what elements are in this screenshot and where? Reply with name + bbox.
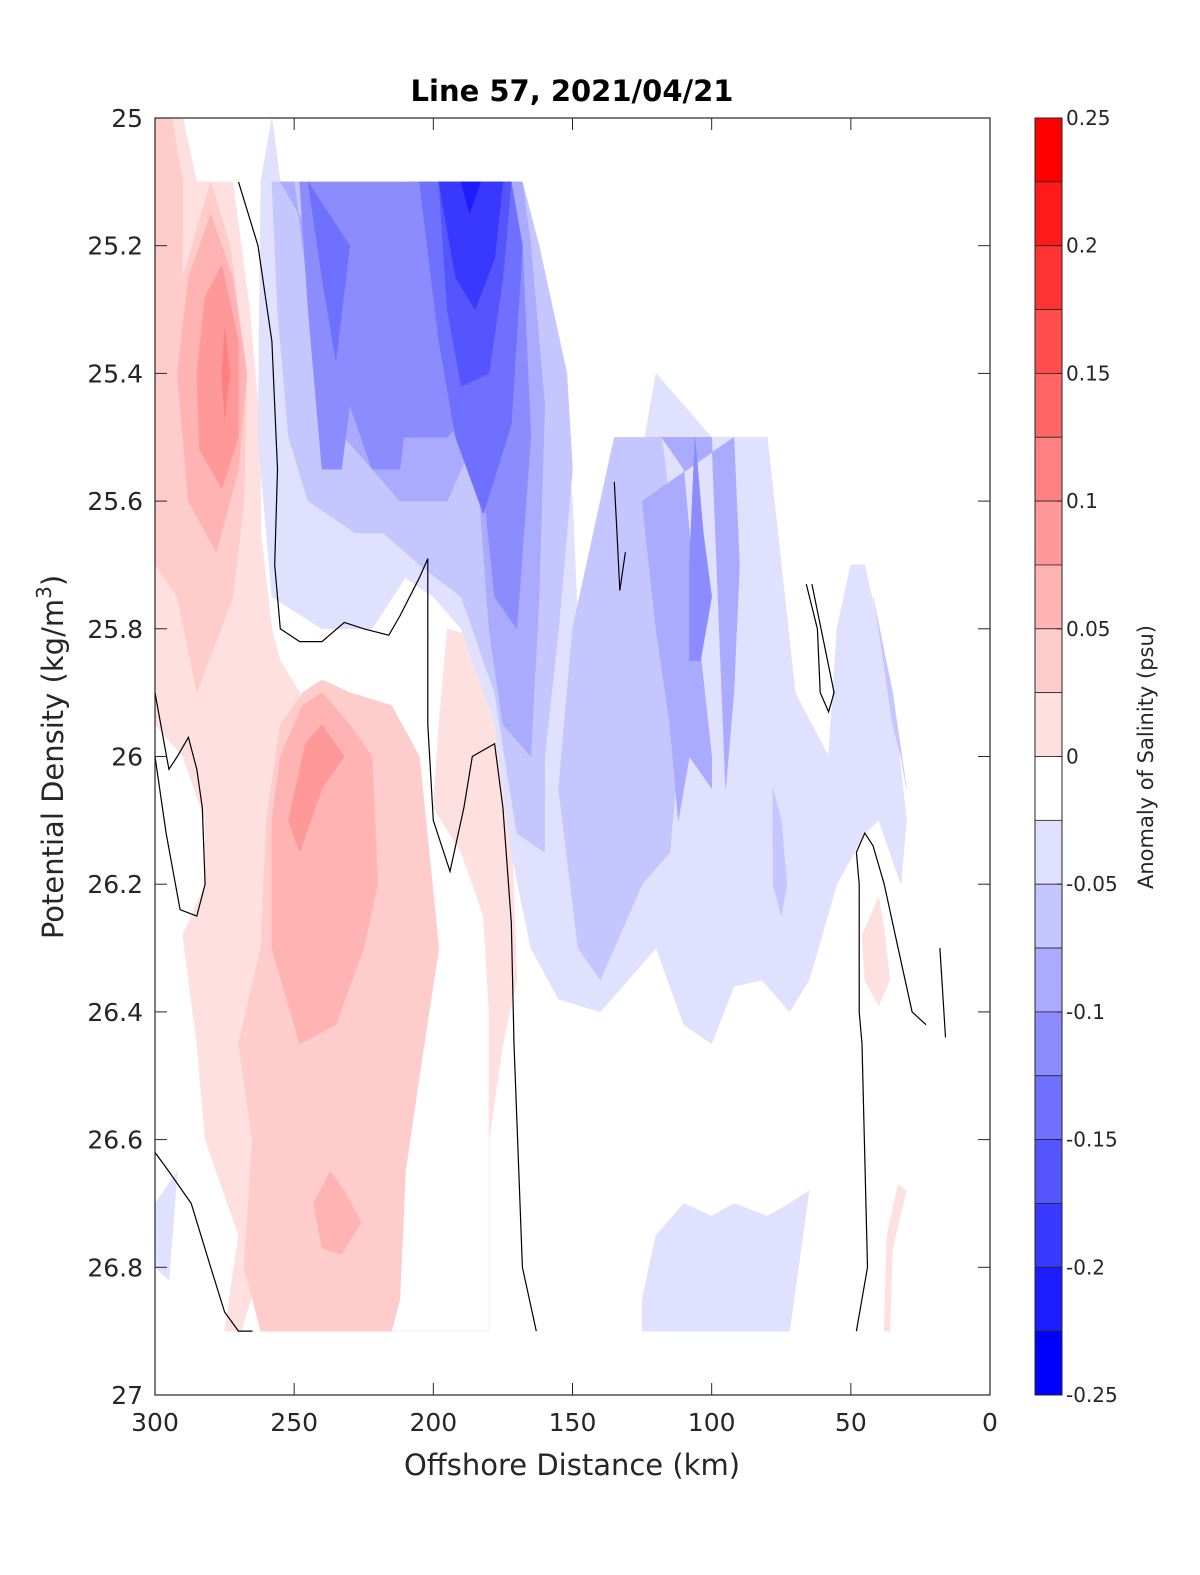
- contour-region: [460, 181, 482, 215]
- colorbar-cell: [1034, 436, 1063, 502]
- colorbar-tick-label: -0.25: [1066, 1383, 1118, 1407]
- x-tick-label: 0: [982, 1408, 998, 1437]
- zero-contour-line: [613, 481, 626, 591]
- colorbar: 0.25 0.2 0.15 0.1 0.05 0 -0.05 -0.1 -0.15 -0.2 -0.…: [1034, 106, 1158, 1407]
- contour-region: [221, 328, 231, 419]
- contour-region: [883, 1183, 907, 1332]
- zero-contour-line: [939, 948, 947, 1038]
- colorbar-cell: [1034, 819, 1063, 885]
- y-tick-label: 25.4: [87, 359, 143, 388]
- y-tick-label: 26.6: [87, 1126, 143, 1155]
- colorbar-cell: [1034, 500, 1063, 566]
- x-tick-labels: 300 250 200 150 100 50 0: [131, 1408, 998, 1437]
- contour-region: [872, 596, 907, 789]
- colorbar-tick-labels: 0.25 0.2 0.15 0.1 0.05 0 -0.05 -0.1 -0.15 -0.2 -0.…: [1057, 106, 1118, 1407]
- y-tick-labels: 25 25.2 25.4 25.6 25.8 26 26.2 26.4 26.6 26.8 27: [87, 104, 143, 1410]
- contour-region: [313, 1171, 362, 1255]
- x-tick-label: 100: [688, 1408, 736, 1437]
- colorbar-tick-label: -0.1: [1066, 1000, 1105, 1024]
- colorbar-label: Anomaly of Salinity (psu): [1134, 625, 1158, 889]
- axis-ticks: [154, 117, 991, 1396]
- contour-region: [288, 724, 345, 854]
- y-tick-label: 26.2: [87, 870, 143, 899]
- y-tick-label: 25: [111, 104, 143, 133]
- colorbar-tick-label: 0.15: [1066, 361, 1111, 385]
- zero-contour-line: [237, 181, 537, 1332]
- colorbar-cell: [1034, 692, 1063, 757]
- colorbar-tick-label: 0.25: [1066, 106, 1111, 130]
- colorbar-tick-label: 0.2: [1066, 234, 1098, 258]
- contour-fills: [154, 117, 907, 1332]
- colorbar-cell: [1034, 628, 1063, 694]
- y-tick-label: 26: [111, 743, 143, 772]
- x-tick-label: 50: [835, 1408, 867, 1437]
- colorbar-cell: [1034, 564, 1063, 630]
- zero-contour-line: [855, 831, 927, 1332]
- chart-title: Line 57, 2021/04/21: [411, 74, 734, 108]
- colorbar-cell: [1034, 1139, 1063, 1204]
- contour-region: [307, 181, 351, 361]
- colorbar-cell: [1034, 245, 1063, 310]
- colorbar-cell: [1034, 309, 1063, 374]
- x-tick-label: 200: [409, 1408, 457, 1437]
- y-tick-label: 25.8: [87, 615, 143, 644]
- colorbar-cell: [1034, 181, 1063, 247]
- colorbar-cell: [1034, 1075, 1063, 1140]
- contour-region: [772, 788, 788, 917]
- colorbar-cell: [1034, 947, 1063, 1013]
- colorbar-tick-label: -0.2: [1066, 1255, 1105, 1279]
- zero-contour-lines: [154, 181, 947, 1332]
- colorbar-cell: [1034, 1266, 1063, 1332]
- x-tick-label: 250: [270, 1408, 318, 1437]
- y-tick-label: 26.4: [87, 998, 143, 1027]
- x-tick-label: 150: [549, 1408, 597, 1437]
- y-tick-label: 25.6: [87, 487, 143, 516]
- plot-area: [154, 117, 991, 1396]
- colorbar-tick-label: 0: [1066, 745, 1079, 769]
- x-axis-label: Offshore Distance (km): [404, 1448, 740, 1482]
- zero-contour-line: [154, 692, 206, 917]
- contour-region: [641, 1190, 810, 1332]
- colorbar-cell: [1034, 117, 1063, 183]
- contour-region: [438, 181, 504, 311]
- y-axis-label-main: Potential Density (kg/m: [36, 599, 70, 939]
- colorbar-cell: [1034, 1011, 1063, 1077]
- y-axis-label-suffix: ): [36, 575, 70, 586]
- x-tick-label: 300: [131, 1408, 179, 1437]
- y-tick-label: 25.2: [87, 232, 143, 261]
- colorbar-cell: [1034, 756, 1063, 821]
- contour-region: [861, 896, 891, 1007]
- zero-contour-line: [805, 583, 835, 714]
- colorbar-tick-label: -0.15: [1066, 1128, 1118, 1152]
- contour-region: [689, 437, 712, 661]
- contour-region: [196, 264, 239, 489]
- zero-contour-line: [154, 1152, 253, 1332]
- colorbar-tick-label: 0.1: [1066, 489, 1098, 513]
- y-axis-label: Potential Density (kg/m3): [32, 575, 70, 939]
- colorbar-tick-label: -0.05: [1066, 872, 1118, 896]
- colorbar-tick-label: 0.05: [1066, 617, 1111, 641]
- y-axis-label-superscript: 3: [32, 586, 56, 599]
- y-tick-label: 27: [111, 1381, 143, 1410]
- colorbar-cell: [1034, 372, 1063, 438]
- colorbar-cell: [1034, 883, 1063, 949]
- colorbar-cell: [1034, 1203, 1063, 1268]
- colorbar-cell: [1034, 1330, 1063, 1396]
- y-tick-label: 26.8: [87, 1253, 143, 1282]
